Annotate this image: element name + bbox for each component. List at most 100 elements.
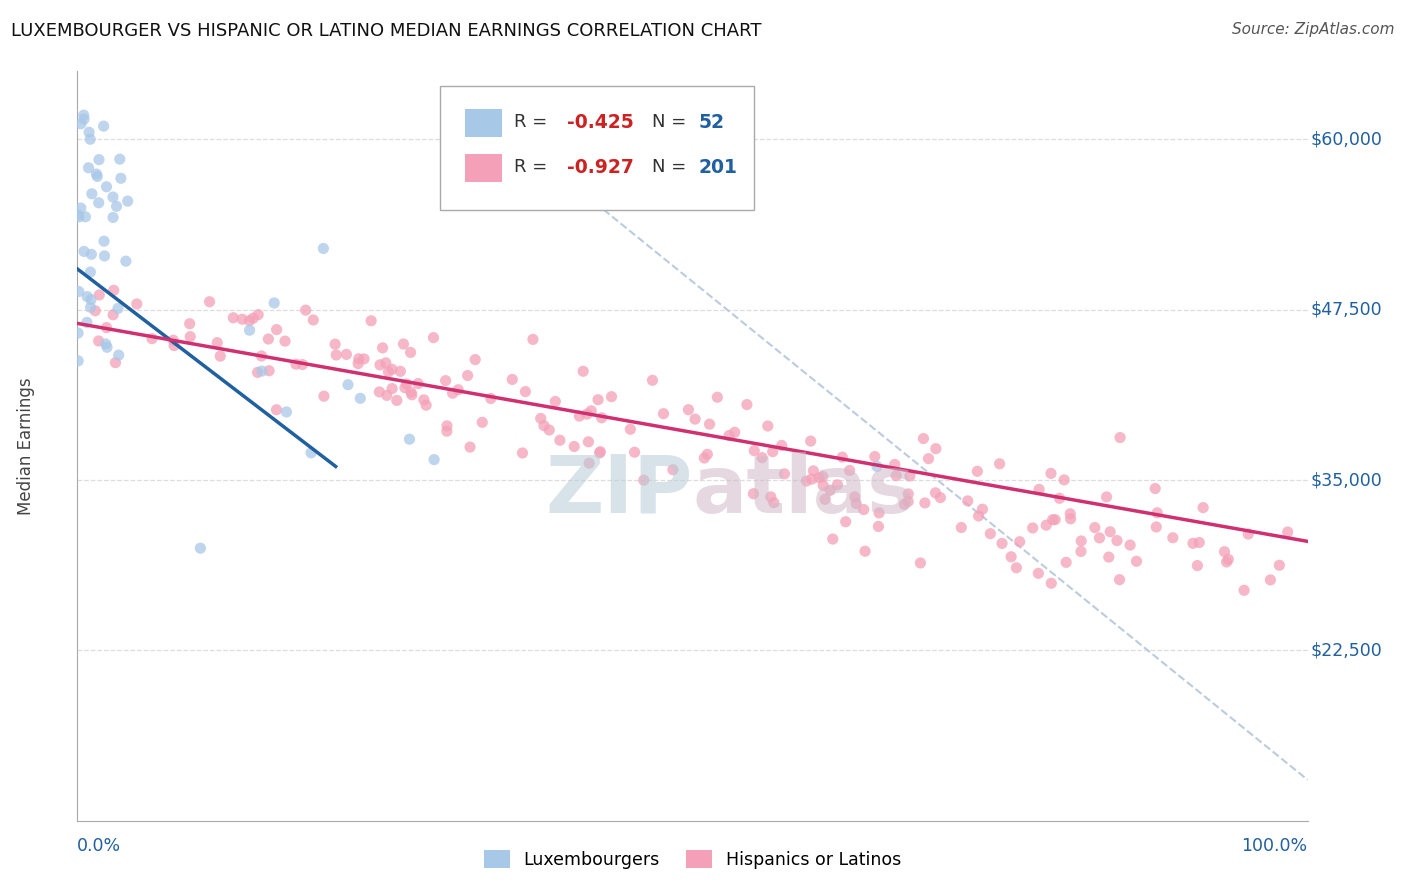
Point (368, 384, 391, 399)
Point (80, 293, 103, 307)
Point (389, 364, 412, 378)
Point (821, 532, 844, 546)
Text: R =: R = (515, 113, 553, 131)
Point (925, 442, 948, 456)
FancyBboxPatch shape (465, 109, 502, 137)
Point (299, 446, 322, 460)
Point (412, 392, 434, 407)
Point (578, 456, 600, 470)
Point (562, 440, 585, 454)
Point (79, 265, 101, 279)
Point (323, 337, 346, 351)
Point (814, 492, 837, 507)
Point (335, 347, 357, 361)
Point (238, 313, 260, 327)
Point (353, 351, 375, 366)
Point (198, 294, 221, 309)
Point (662, 463, 685, 477)
Point (141, 332, 163, 346)
Point (652, 407, 675, 421)
Point (436, 424, 458, 438)
Point (924, 486, 946, 500)
Point (724, 425, 747, 440)
Point (811, 469, 834, 483)
Text: ZIP: ZIP (546, 452, 693, 530)
Point (86, 167, 108, 181)
Point (79, 132, 101, 146)
Point (395, 376, 418, 391)
Point (266, 402, 288, 417)
Point (576, 407, 599, 421)
Point (381, 382, 404, 396)
Point (337, 377, 360, 392)
Point (93, 119, 115, 133)
Point (441, 386, 464, 401)
Point (972, 502, 994, 516)
Point (1028, 566, 1050, 581)
Point (312, 242, 335, 256)
Point (979, 526, 1001, 541)
Point (572, 364, 595, 378)
Point (375, 388, 398, 402)
Point (718, 428, 741, 442)
Point (392, 337, 415, 351)
Point (312, 389, 335, 403)
Text: $22,500: $22,500 (1310, 641, 1382, 659)
Point (274, 334, 297, 348)
Point (897, 494, 920, 508)
Point (1146, 506, 1168, 520)
Point (501, 372, 523, 386)
Point (67, 285, 90, 299)
Point (831, 450, 853, 464)
FancyBboxPatch shape (440, 87, 754, 210)
Point (838, 463, 860, 477)
Point (796, 474, 818, 488)
Point (868, 519, 890, 533)
Text: Median Earnings: Median Earnings (17, 377, 35, 515)
Point (863, 450, 886, 464)
Point (247, 308, 270, 322)
Point (96, 340, 118, 354)
Point (110, 171, 132, 186)
Point (80, 186, 103, 201)
Text: R =: R = (515, 158, 553, 177)
Point (222, 310, 245, 325)
Point (75, 210, 97, 224)
Point (415, 398, 437, 412)
Point (762, 444, 785, 458)
Point (808, 471, 831, 485)
Point (966, 464, 988, 478)
Point (910, 556, 932, 570)
Point (991, 536, 1014, 550)
Point (276, 405, 298, 419)
Point (458, 440, 481, 454)
Point (1035, 518, 1057, 533)
Point (1213, 544, 1236, 558)
Point (104, 356, 127, 370)
Text: 201: 201 (699, 158, 738, 177)
Point (1070, 544, 1092, 558)
Point (73, 112, 96, 127)
Text: N =: N = (652, 113, 692, 131)
Point (917, 451, 939, 466)
Point (93, 249, 115, 263)
Point (107, 301, 129, 316)
Point (1049, 491, 1071, 506)
Point (347, 351, 370, 366)
Point (950, 520, 973, 534)
Point (811, 478, 834, 492)
Point (1021, 521, 1043, 535)
Point (1053, 473, 1076, 487)
Point (1040, 576, 1063, 591)
Point (512, 446, 534, 460)
Point (548, 434, 571, 448)
Point (263, 296, 285, 310)
Point (471, 415, 494, 429)
Text: -0.927: -0.927 (567, 158, 634, 177)
Point (883, 458, 905, 472)
Point (115, 254, 138, 268)
Point (1268, 558, 1291, 573)
Point (773, 467, 796, 481)
Point (394, 381, 416, 395)
Point (683, 412, 706, 426)
